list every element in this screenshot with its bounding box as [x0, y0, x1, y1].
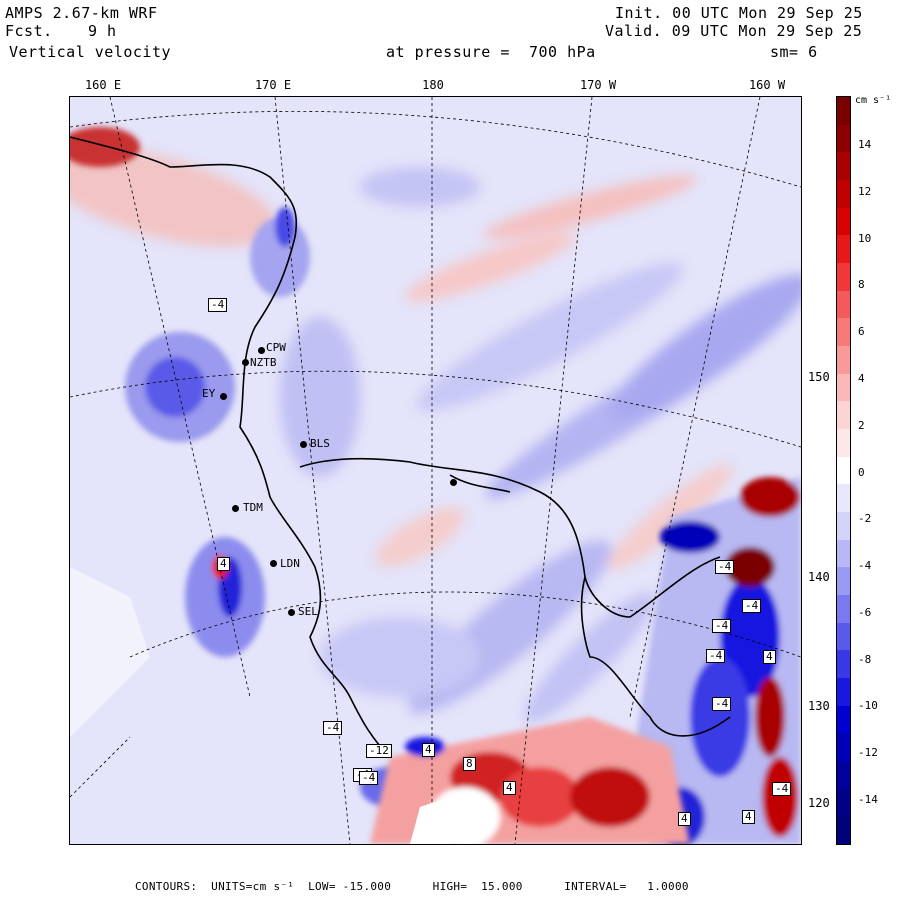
colorbar-segment — [837, 788, 850, 817]
station-label-tdm: TDM — [243, 501, 263, 514]
field-name: Vertical velocity — [9, 43, 172, 61]
colorbar-segment — [837, 761, 850, 790]
colorbar-tick-label: 12 — [858, 184, 872, 198]
contour-info: CONTOURS: UNITS=cm s⁻¹ LOW= -15.000 HIGH… — [135, 880, 689, 893]
colorbar-segment — [837, 456, 850, 485]
colorbar-segment — [837, 124, 850, 153]
map-field-svg — [70, 97, 801, 844]
station-label-ey: EY — [202, 387, 216, 400]
contour-label: -4 — [208, 298, 228, 312]
colorbar-tick-label: 2 — [858, 418, 865, 432]
station-dot-cpw — [258, 347, 265, 354]
station-dot-ey — [220, 393, 227, 400]
forecast-hour: 9 h — [88, 22, 117, 40]
colorbar-tick-label: -2 — [858, 512, 872, 526]
contour-label: -4 — [359, 771, 379, 785]
velocity-bands — [70, 147, 801, 723]
colorbar-segment — [837, 429, 850, 458]
outer-region — [70, 567, 150, 737]
station-dot-tdm — [232, 505, 239, 512]
colorbar-segment — [837, 152, 850, 181]
contour-label: -4 — [715, 560, 735, 574]
station-dot-nztb — [242, 359, 249, 366]
vertical-velocity-map: CPW NZTB EY BLS TDM LDN SEL -4 -4 -4 -12… — [69, 96, 802, 845]
station-dot-sel — [288, 609, 295, 616]
colorbar-segment — [837, 290, 850, 319]
station-label-cpw: CPW — [266, 341, 286, 354]
colorbar-tick-label: -8 — [858, 652, 872, 666]
colorbar-segment — [837, 373, 850, 402]
colorbar-segment — [837, 816, 850, 844]
contour-label: -12 — [366, 744, 392, 758]
contour-label: -4 — [712, 619, 732, 633]
colorbar-segment — [837, 567, 850, 596]
colorbar-tick-label: -10 — [858, 699, 878, 713]
colorbar-tick-label: 8 — [858, 278, 865, 292]
colorbar-segment — [837, 539, 850, 568]
valid-time: Valid. 09 UTC Mon 29 Sep 25 — [605, 22, 863, 40]
lon-label-160w: 160 W — [748, 78, 786, 92]
colorbar-tick-label: -4 — [858, 559, 872, 573]
contour-label: 4 — [503, 781, 516, 795]
station-label-bls: BLS — [310, 437, 330, 450]
init-time: Init. 00 UTC Mon 29 Sep 25 — [615, 4, 863, 22]
contour-label: -4 — [323, 721, 343, 735]
colorbar-segment — [837, 733, 850, 762]
model-title: AMPS 2.67-km WRF — [5, 4, 158, 22]
contour-label: 4 — [678, 812, 691, 826]
colorbar-segment — [837, 678, 850, 707]
colorbar-tick-label: 14 — [858, 138, 872, 151]
colorbar-segment — [837, 318, 850, 347]
colorbar-tick-label: -12 — [858, 746, 878, 760]
smoothing-value: sm= 6 — [770, 43, 818, 61]
contour-label: 4 — [217, 557, 230, 571]
colorbar-tick-label: -14 — [858, 793, 878, 806]
colorbar-segment — [837, 595, 850, 624]
station-dot-east — [450, 479, 457, 486]
colorbar-segment — [837, 180, 850, 209]
colorbar-units: cm s⁻¹ — [855, 95, 892, 106]
colorbar — [836, 96, 851, 845]
colorbar-tick-label: 10 — [858, 231, 872, 245]
colorbar-tick-label: 4 — [858, 371, 865, 385]
colorbar-segment — [837, 97, 850, 126]
station-dot-ldn — [270, 560, 277, 567]
colorbar-segment — [837, 512, 850, 541]
colorbar-segment — [837, 622, 850, 651]
lon-label-180: 180 — [422, 78, 444, 92]
contour-label: 4 — [422, 743, 435, 757]
station-label-ldn: LDN — [280, 557, 300, 570]
colorbar-tick-label: -6 — [858, 605, 872, 619]
station-label-nztb: NZTB — [250, 356, 277, 369]
colorbar-segment — [837, 401, 850, 430]
coastline — [70, 136, 731, 758]
contour-label: -4 — [706, 649, 726, 663]
colorbar-segment — [837, 263, 850, 292]
lon-label-170e: 170 E — [254, 78, 292, 92]
forecast-label: Fcst. — [5, 22, 53, 40]
contour-label: 4 — [763, 650, 776, 664]
contour-label: 8 — [463, 757, 476, 771]
colorbar-segment — [837, 650, 850, 679]
station-dot-bls — [300, 441, 307, 448]
graticule — [70, 97, 801, 844]
lon-label-170w: 170 W — [579, 78, 617, 92]
colorbar-segment — [837, 207, 850, 236]
contour-label: -4 — [712, 697, 732, 711]
lon-label-160e: 160 E — [84, 78, 122, 92]
contour-label: -4 — [772, 782, 792, 796]
station-label-sel: SEL — [298, 605, 318, 618]
colorbar-segment — [837, 484, 850, 513]
colorbar-tick-label: 0 — [858, 465, 865, 479]
contour-label: 4 — [742, 810, 755, 824]
colorbar-segment — [837, 235, 850, 264]
colorbar-segment — [837, 346, 850, 375]
ice-patch — [410, 797, 470, 844]
contour-label: -4 — [742, 599, 762, 613]
colorbar-segment — [837, 705, 850, 734]
pressure-level: at pressure = 700 hPa — [386, 43, 596, 61]
colorbar-tick-label: 6 — [858, 325, 865, 339]
